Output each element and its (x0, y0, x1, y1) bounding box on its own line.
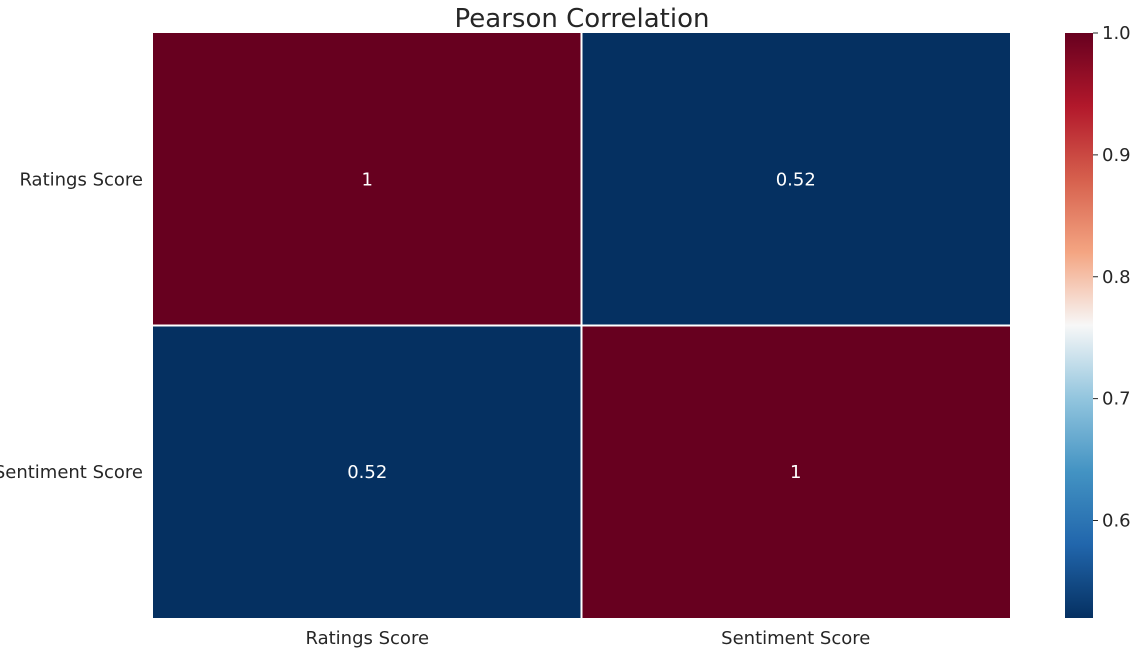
heatmap-cells (153, 33, 1010, 618)
colorbar-tick-label: 0.8 (1102, 267, 1131, 288)
colorbar: 0.6 0.7 0.8 0.9 1.0 (1065, 23, 1131, 618)
colorbar-ticks: 0.6 0.7 0.8 0.9 1.0 (1093, 23, 1131, 532)
x-axis-tick-labels: Ratings Score Sentiment Score (305, 628, 870, 649)
heatmap-cell (153, 325, 582, 618)
cell-annotations: 1 0.52 0.52 1 (347, 169, 816, 483)
colorbar-gradient (1065, 33, 1093, 618)
cell-annotation: 1 (362, 169, 373, 190)
cell-annotation: 0.52 (776, 169, 816, 190)
x-tick-label: Sentiment Score (721, 628, 870, 649)
x-tick-label: Ratings Score (305, 628, 429, 649)
heatmap-cell (581, 325, 1010, 618)
colorbar-tick-label: 0.6 (1102, 511, 1131, 532)
cell-separators (153, 33, 1010, 618)
y-tick-label: Ratings Score (19, 169, 143, 190)
y-axis-tick-labels: Ratings Score Sentiment Score (0, 169, 143, 483)
heatmap-cell (581, 33, 1010, 326)
colorbar-tick-label: 1.0 (1102, 23, 1131, 44)
colorbar-tick-label: 0.9 (1102, 145, 1131, 166)
heatmap-cell (153, 33, 582, 326)
colorbar-tick-label: 0.7 (1102, 389, 1131, 410)
cell-annotation: 1 (790, 462, 801, 483)
y-tick-label: Sentiment Score (0, 462, 143, 483)
chart-title: Pearson Correlation (455, 4, 710, 34)
cell-annotation: 0.52 (347, 462, 387, 483)
